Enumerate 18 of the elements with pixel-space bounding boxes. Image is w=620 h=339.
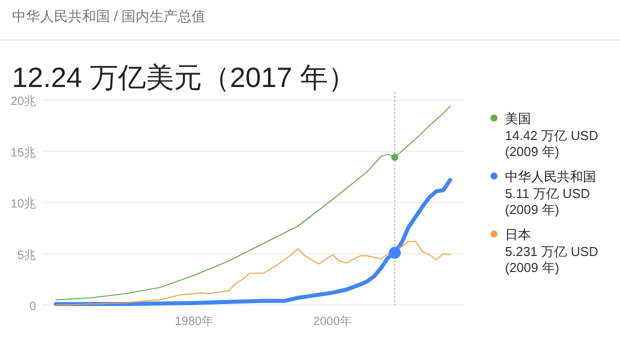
- line-series: [55, 106, 451, 300]
- x-tick-label: 2000年: [313, 314, 352, 328]
- text: 5.11 万亿 USD (2009 年): [505, 186, 590, 217]
- legend-label: 中华人民共和国: [505, 169, 596, 184]
- y-tick-label: 5兆: [17, 248, 36, 262]
- chart-subtitle: 中华人民共和国 / 国内生产总值: [12, 8, 206, 24]
- line-series: [55, 240, 451, 306]
- chart-title: 12.24 万亿美元（2017 年）: [12, 62, 356, 93]
- line-series: [54, 178, 452, 306]
- legend-label: 日本: [505, 227, 531, 242]
- text: 14.42 万亿 USD (2009 年): [505, 128, 598, 159]
- text: 5.231 万亿 USD (2009 年): [505, 244, 598, 275]
- x-tick-label: 1980年: [174, 314, 214, 328]
- y-tick-label: 20兆: [10, 94, 36, 108]
- y-tick-label: 10兆: [10, 196, 36, 210]
- y-tick-label: 15兆: [10, 145, 36, 160]
- legend-label: 美国: [505, 111, 531, 126]
- y-tick-label: 0: [29, 299, 36, 313]
